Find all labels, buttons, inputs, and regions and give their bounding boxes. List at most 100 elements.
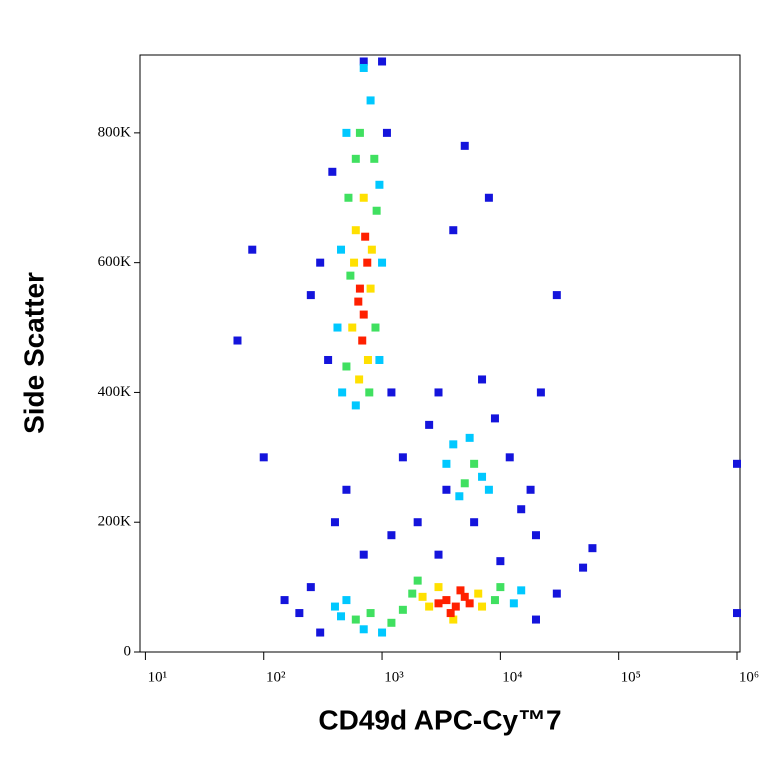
point [372,206,381,215]
point [434,599,443,608]
y-tick-label: 200K [98,514,132,530]
x-tick-label: 10⁵ [621,669,641,685]
point [455,492,464,501]
point [434,388,443,397]
point [351,401,360,410]
point [359,310,368,319]
point [342,128,351,137]
point [517,505,526,514]
point [361,232,370,241]
point [354,297,363,306]
point [490,414,499,423]
point [363,258,372,267]
y-tick-label: 400K [98,384,132,400]
point [478,602,487,611]
point [456,586,465,595]
point [351,615,360,624]
point [344,193,353,202]
point [324,355,333,364]
point [366,96,375,105]
point [248,245,257,254]
point [733,609,742,618]
point [370,154,379,163]
point [359,57,368,66]
point [359,193,368,202]
point [442,485,451,494]
point [330,518,339,527]
point [552,589,561,598]
point [337,612,346,621]
point [355,128,364,137]
point [363,355,372,364]
point [449,615,458,624]
point [348,323,357,332]
point [306,583,315,592]
point [365,388,374,397]
point [465,433,474,442]
point [306,291,315,300]
point [366,609,375,618]
point [434,550,443,559]
point [552,291,561,300]
point [509,599,518,608]
point [588,544,597,553]
point [474,589,483,598]
point [434,583,443,592]
point [378,258,387,267]
point [413,576,422,585]
point [382,128,391,137]
point [446,609,455,618]
point [478,472,487,481]
point [526,485,535,494]
point [733,459,742,468]
point [531,531,540,540]
point [337,245,346,254]
point [470,518,479,527]
point [408,589,417,598]
point [350,258,359,267]
point [579,563,588,572]
point [442,596,451,605]
point [378,57,387,66]
point [342,596,351,605]
point [398,453,407,462]
point [387,531,396,540]
point [449,440,458,449]
point [316,258,325,267]
point [259,453,268,462]
point [338,388,347,397]
x-tick-label: 10⁴ [502,669,522,685]
point [346,271,355,280]
point [333,323,342,332]
x-tick-label: 10³ [384,669,404,685]
point [330,602,339,611]
point [413,518,422,527]
point [342,485,351,494]
y-tick-label: 800K [98,124,132,140]
point [418,592,427,601]
point [342,362,351,371]
points [233,57,742,637]
point [359,625,368,634]
point [460,141,469,150]
point [387,618,396,627]
point [478,375,487,384]
point [328,167,337,176]
x-tick-label: 10⁶ [739,669,759,685]
point [355,284,364,293]
point [367,245,376,254]
point [496,557,505,566]
y-tick-label: 600K [98,254,132,270]
point [355,375,364,384]
point [351,154,360,163]
x-axis-label: CD49d APC-Cy™7 [318,704,561,735]
point [460,479,469,488]
point [233,336,242,345]
point [484,193,493,202]
point [351,226,360,235]
point [366,284,375,293]
point [496,583,505,592]
point [359,63,368,72]
point [425,602,434,611]
